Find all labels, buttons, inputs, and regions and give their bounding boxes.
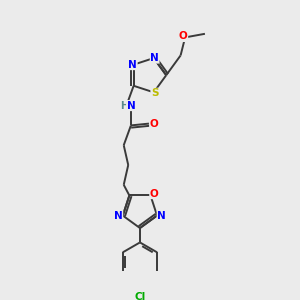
Text: O: O xyxy=(150,118,159,129)
Text: O: O xyxy=(150,189,158,199)
Text: N: N xyxy=(114,211,123,220)
Text: N: N xyxy=(128,60,137,70)
Text: Cl: Cl xyxy=(134,292,146,300)
Text: S: S xyxy=(151,88,158,98)
Text: N: N xyxy=(127,100,135,111)
Text: N: N xyxy=(150,53,159,63)
Text: H: H xyxy=(120,100,128,111)
Text: O: O xyxy=(179,32,188,41)
Text: N: N xyxy=(157,211,166,220)
